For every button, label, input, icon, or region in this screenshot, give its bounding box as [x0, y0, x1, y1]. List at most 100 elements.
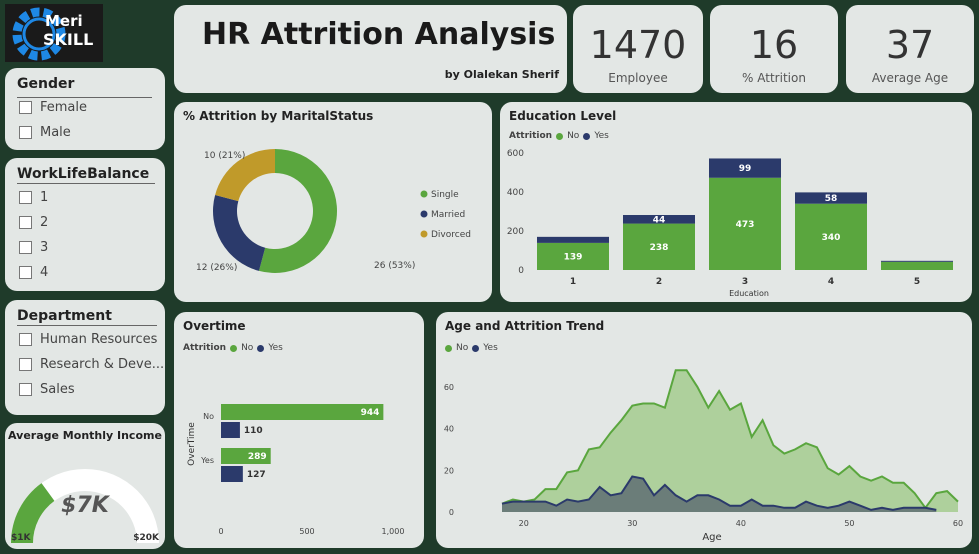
gender-option-male[interactable]: Male	[19, 125, 71, 140]
worklife-option-3[interactable]: 3	[19, 240, 48, 255]
bar-no	[221, 404, 384, 420]
option-label: 4	[40, 265, 49, 280]
worklife-slicer: WorkLifeBalance 1 2 3 4	[5, 158, 165, 291]
bar-no	[221, 448, 271, 464]
checkbox-icon[interactable]	[19, 266, 32, 279]
age-area-chart: 0 20 40 60 20 30 40 50 60 Age	[444, 369, 963, 543]
worklife-option-4[interactable]: 4	[19, 265, 48, 280]
x-tick-label: 500	[299, 527, 314, 536]
legend-no-dot	[556, 132, 564, 140]
x-axis-label: Education	[729, 289, 769, 298]
bar-yes	[623, 215, 695, 224]
logo: Meri SKILL	[5, 4, 103, 62]
line-yes	[501, 475, 937, 511]
bar-no	[709, 177, 781, 270]
bar-yes	[795, 192, 867, 204]
checkbox-icon[interactable]	[19, 216, 32, 229]
department-option-sales[interactable]: Sales	[19, 382, 75, 397]
bar-yes	[709, 158, 781, 178]
marital-chart-title: % Attrition by MaritalStatus	[183, 109, 374, 123]
worklife-option-1[interactable]: 1	[19, 190, 48, 205]
checkbox-icon[interactable]	[19, 101, 32, 114]
legend-no-dot	[230, 344, 238, 352]
checkbox-icon[interactable]	[19, 191, 32, 204]
income-gauge-title: Average Monthly Income	[8, 429, 162, 442]
bar-data-label: 944	[361, 408, 380, 418]
gauge-track	[11, 469, 159, 543]
gender-option-female[interactable]: Female	[19, 100, 87, 115]
bar-data-label: 289	[248, 452, 267, 462]
bar-data-label: 110	[244, 426, 263, 436]
page-subtitle: by Olalekan Sherif	[444, 68, 559, 81]
y-tick-label: 200	[507, 227, 524, 237]
income-gauge	[11, 469, 159, 543]
x-tick-label: 20	[519, 519, 529, 528]
y-tick-label: 400	[507, 188, 524, 198]
x-tick-label: 3	[742, 277, 748, 287]
kpi-average-age: 37 Average Age	[846, 5, 974, 93]
checkbox-icon[interactable]	[19, 358, 32, 371]
x-tick-label: 5	[914, 277, 920, 287]
bar-yes	[881, 260, 953, 262]
bar-yes	[221, 466, 243, 482]
education-card: Education Level Attrition No Yes 0 200 400…	[500, 102, 972, 302]
education-bar-chart: 0 200 400 600 139 1 238 44 2 473 99 3 340 58 4 5 Educati…	[507, 149, 953, 298]
department-option-rd[interactable]: Research & Deve...	[19, 357, 164, 372]
bar-data-label: 238	[650, 243, 669, 253]
bar-data-label: 473	[736, 220, 755, 230]
department-option-hr[interactable]: Human Resources	[19, 332, 157, 347]
kpi-attrition: 16 % Attrition	[710, 5, 838, 93]
divider	[17, 97, 152, 98]
logo-gear-icon	[12, 7, 66, 61]
y-tick-label: 0	[449, 508, 454, 517]
y-axis-label: OverTime	[187, 422, 197, 466]
legend-dot	[420, 210, 428, 218]
overtime-card: Overtime Attrition No Yes No 944 110 Yes 289…	[174, 312, 424, 548]
checkbox-icon[interactable]	[19, 241, 32, 254]
legend-yes-dot	[472, 344, 480, 352]
divider	[17, 183, 155, 184]
bar-no	[795, 203, 867, 270]
option-label: Sales	[40, 382, 75, 397]
bar-data-label: 44	[653, 215, 666, 225]
y-tick-label: No	[203, 412, 214, 421]
checkbox-icon[interactable]	[19, 333, 32, 346]
legend-no-dot	[445, 344, 452, 352]
bar-data-label: 99	[739, 164, 752, 174]
bar-yes	[221, 422, 240, 438]
checkbox-icon[interactable]	[19, 383, 32, 396]
gender-slicer: Gender Female Male	[5, 68, 165, 150]
slice-data-label: 10 (21%)	[204, 151, 245, 161]
worklife-slicer-title: WorkLifeBalance	[17, 166, 150, 182]
bar-data-label: 340	[822, 233, 841, 243]
option-label: 2	[40, 215, 49, 230]
kpi-label: Employee	[608, 71, 668, 85]
department-slicer: Department Human Resources Research & De…	[5, 300, 165, 415]
bar-yes	[537, 236, 609, 243]
gender-slicer-title: Gender	[17, 76, 75, 92]
kpi-employee: 1470 Employee	[573, 5, 703, 93]
donut-slice-married	[212, 194, 266, 271]
x-tick-label: 4	[828, 277, 834, 287]
divider	[17, 325, 157, 326]
checkbox-icon[interactable]	[19, 126, 32, 139]
kpi-value: 1470	[589, 23, 687, 67]
age-legend: No Yes	[445, 343, 498, 353]
legend-yes-label: Yes	[268, 343, 283, 353]
income-gauge-max: $20K	[133, 533, 159, 543]
overtime-legend: Attrition No Yes	[183, 343, 283, 353]
legend-no-label: No	[241, 343, 254, 353]
income-gauge-value: $7K	[61, 493, 109, 518]
bar-data-label: 58	[825, 194, 838, 204]
kpi-value: 37	[885, 23, 935, 67]
legend-no-label: No	[456, 343, 469, 353]
legend-dot	[420, 230, 428, 238]
worklife-option-2[interactable]: 2	[19, 215, 48, 230]
legend-label: Divorced	[431, 230, 471, 240]
x-tick-label: 40	[736, 519, 746, 528]
area-no	[502, 370, 958, 512]
legend-title: Attrition	[183, 343, 227, 353]
bar-no	[537, 242, 609, 270]
x-tick-label: 1	[570, 277, 576, 287]
option-label: Male	[40, 125, 71, 140]
